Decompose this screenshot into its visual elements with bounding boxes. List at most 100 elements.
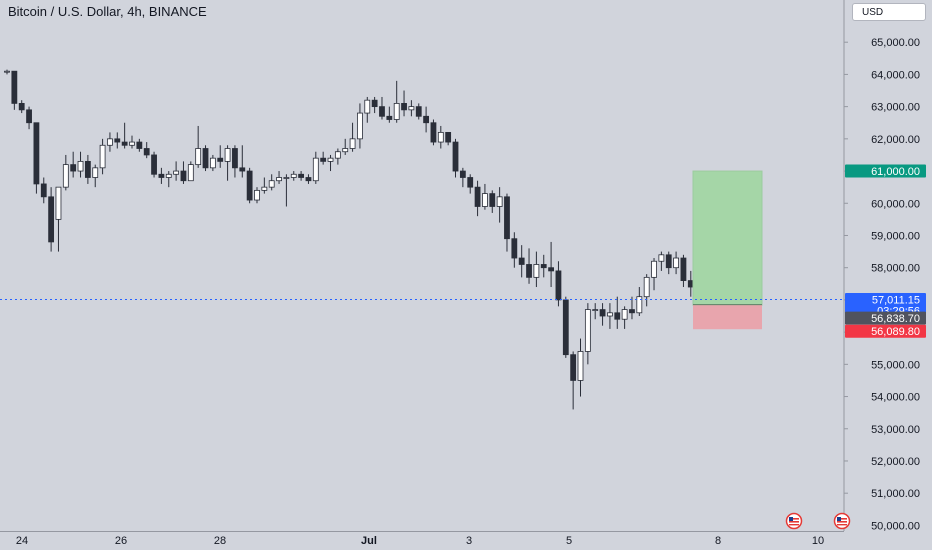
candle-body[interactable] — [290, 173, 297, 178]
candle-body[interactable] — [548, 267, 554, 272]
candle-body[interactable] — [232, 148, 238, 169]
candle-body[interactable] — [136, 141, 143, 149]
candle-body[interactable] — [180, 170, 187, 182]
candle-body[interactable] — [92, 167, 99, 178]
candle-body[interactable] — [121, 141, 128, 146]
candle-body[interactable] — [62, 164, 69, 188]
candle-body[interactable] — [430, 122, 437, 143]
candle-body[interactable] — [577, 351, 584, 381]
candle-body[interactable] — [482, 193, 488, 207]
candle-body[interactable] — [489, 193, 496, 207]
candle-body[interactable] — [526, 264, 532, 278]
candle-body[interactable] — [342, 148, 349, 153]
candle-body[interactable] — [504, 196, 510, 240]
candle-body[interactable] — [129, 141, 135, 146]
candle-body[interactable] — [246, 170, 253, 201]
candle-body[interactable] — [401, 103, 407, 111]
candle-body[interactable] — [349, 138, 356, 149]
candle-body[interactable] — [283, 177, 290, 179]
candle-body[interactable] — [261, 186, 268, 191]
candle-body[interactable] — [673, 257, 679, 269]
candle-body[interactable] — [533, 264, 540, 278]
candle-body[interactable] — [55, 186, 62, 220]
candle-body[interactable] — [621, 309, 628, 320]
candle-body[interactable] — [334, 151, 341, 159]
candle-body[interactable] — [474, 186, 481, 207]
candle-body[interactable] — [77, 160, 84, 172]
candle-body[interactable] — [158, 173, 165, 178]
candle-body[interactable] — [371, 99, 378, 108]
stop-loss-zone[interactable] — [693, 305, 762, 330]
candle-body[interactable] — [511, 238, 518, 259]
candle-body[interactable] — [320, 157, 327, 162]
candle-body[interactable] — [592, 309, 599, 311]
candle-body[interactable] — [268, 180, 275, 188]
candle-body[interactable] — [151, 154, 157, 175]
candle-body[interactable] — [386, 115, 393, 120]
take-profit-zone[interactable] — [692, 170, 763, 306]
candle-body[interactable] — [276, 177, 282, 182]
candle-body[interactable] — [651, 260, 657, 278]
candle-body[interactable] — [217, 157, 224, 162]
candle-body[interactable] — [165, 173, 172, 178]
candle-body[interactable] — [629, 309, 635, 314]
candle-body[interactable] — [298, 173, 305, 178]
candle-body[interactable] — [312, 157, 319, 182]
candle-body[interactable] — [452, 141, 459, 172]
candle-body[interactable] — [459, 170, 466, 178]
candle-body[interactable] — [584, 309, 591, 352]
candle-body[interactable] — [11, 70, 18, 104]
candle-body[interactable] — [107, 138, 113, 146]
candle-body[interactable] — [408, 106, 415, 111]
candle-body[interactable] — [99, 144, 106, 169]
candle-body[interactable] — [680, 257, 687, 281]
candle-body[interactable] — [84, 160, 91, 178]
candle-body[interactable] — [70, 164, 77, 172]
candle-body[interactable] — [209, 157, 216, 169]
take-profit-price-label: 61,000.00 — [871, 166, 920, 178]
candle-body[interactable] — [562, 299, 569, 356]
candle-body[interactable] — [173, 170, 180, 175]
candle-body[interactable] — [195, 148, 202, 166]
candle-body[interactable] — [658, 254, 665, 262]
currency-button[interactable]: USD — [852, 3, 926, 21]
y-axis-tick-label: 53,000.00 — [871, 424, 920, 436]
candle-body[interactable] — [305, 177, 312, 182]
candle-body[interactable] — [143, 148, 150, 156]
candle-body[interactable] — [224, 148, 231, 162]
candle-body[interactable] — [26, 109, 32, 124]
candle-body[interactable] — [665, 254, 672, 269]
candle-body[interactable] — [555, 270, 562, 301]
candle-body[interactable] — [415, 106, 422, 117]
candle-body[interactable] — [607, 312, 613, 317]
candle-body[interactable] — [18, 103, 25, 111]
candle-body[interactable] — [48, 196, 55, 243]
candle-body[interactable] — [643, 276, 650, 298]
candle-body[interactable] — [614, 312, 621, 320]
candle-body[interactable] — [379, 106, 385, 117]
candle-body[interactable] — [393, 103, 400, 120]
candle-body[interactable] — [239, 167, 246, 172]
candle-body[interactable] — [437, 131, 444, 143]
candle-body[interactable] — [40, 183, 47, 198]
candle-body[interactable] — [202, 148, 209, 169]
candle-body[interactable] — [467, 177, 474, 188]
candle-body[interactable] — [540, 264, 547, 269]
candle-body[interactable] — [327, 157, 334, 162]
candle-body[interactable] — [445, 131, 452, 143]
candle-body[interactable] — [187, 164, 194, 182]
candle-body[interactable] — [599, 309, 606, 317]
candle-body[interactable] — [33, 122, 40, 185]
candle-body[interactable] — [357, 112, 363, 140]
candle-body[interactable] — [518, 257, 525, 265]
candle-body[interactable] — [364, 99, 371, 114]
candle-body[interactable] — [423, 115, 429, 124]
candle-body[interactable] — [114, 138, 121, 143]
candle-body[interactable] — [636, 296, 643, 314]
candle-body[interactable] — [496, 196, 503, 207]
candle-body[interactable] — [570, 354, 577, 381]
candle-body[interactable] — [4, 70, 10, 73]
candle-body[interactable] — [254, 189, 260, 201]
